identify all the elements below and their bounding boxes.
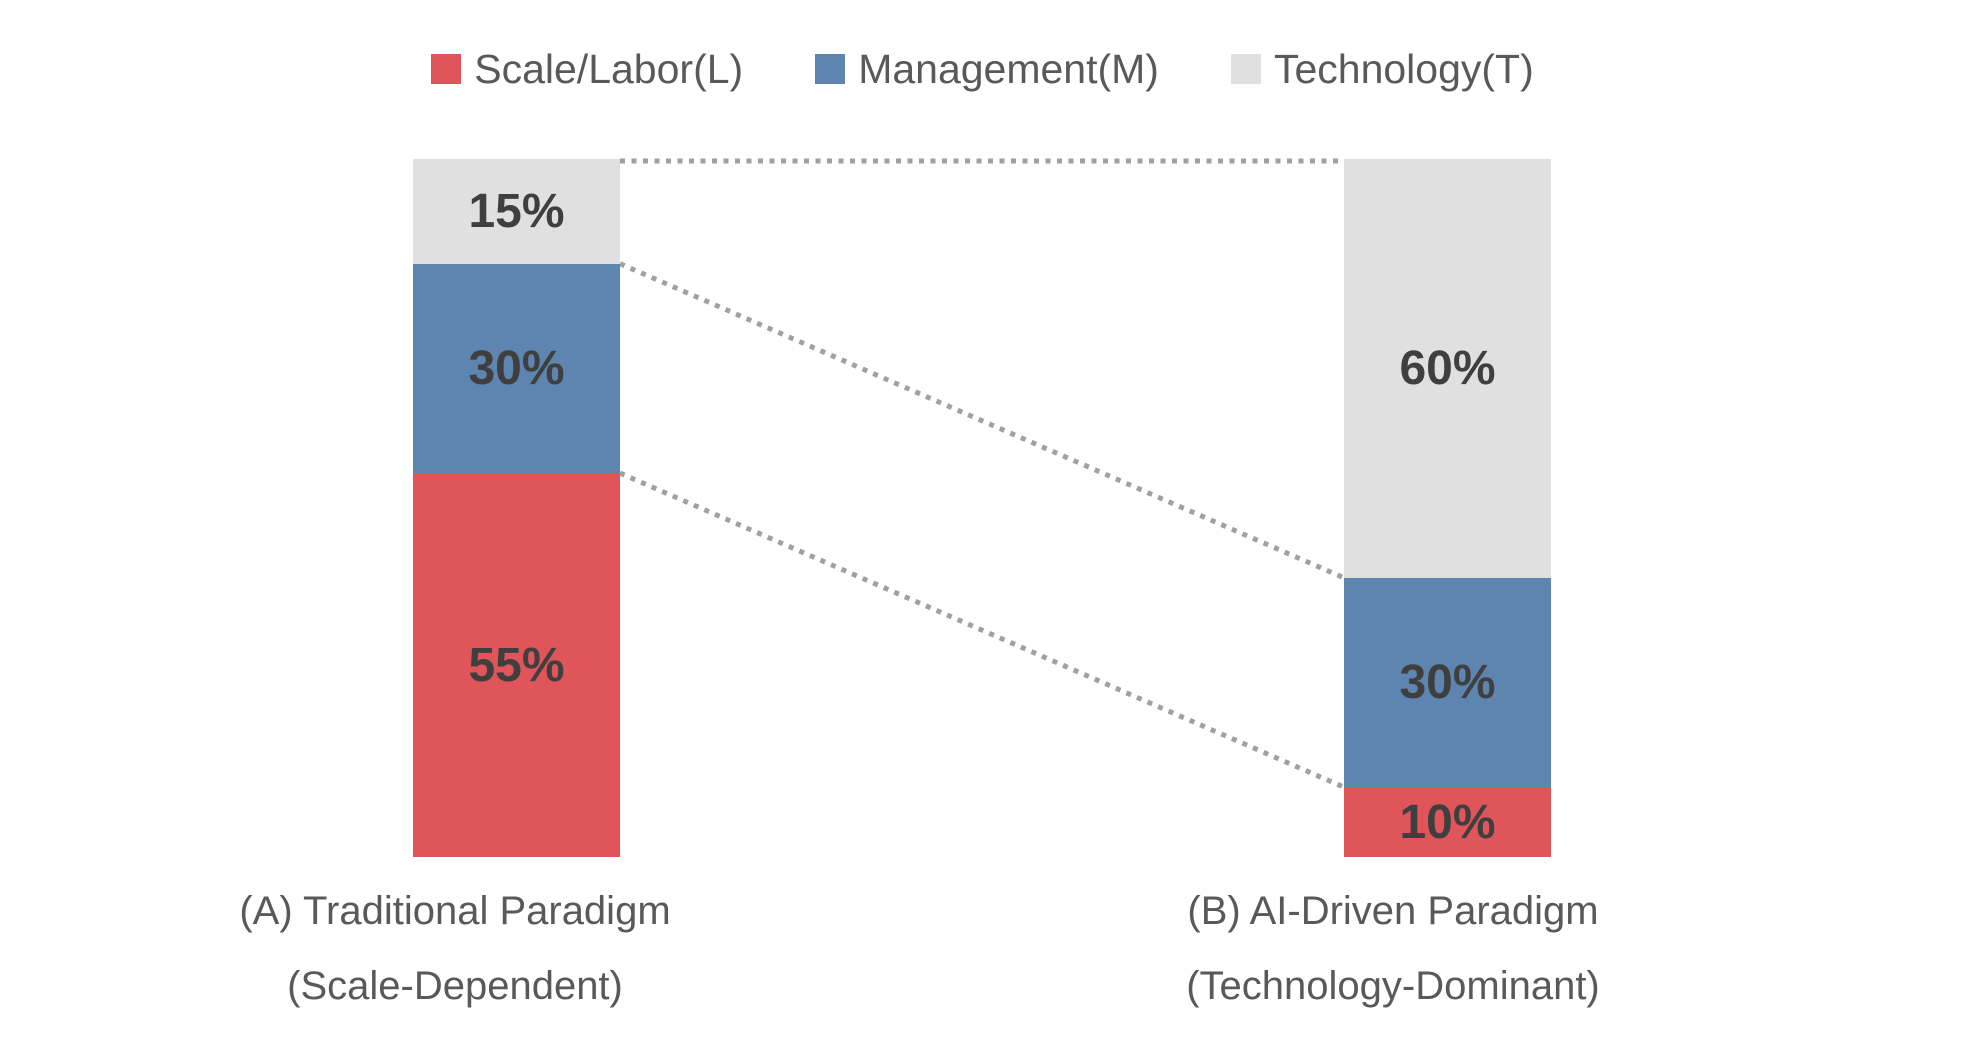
bar-segment-ai-driven-management-m-: 30% — [1344, 577, 1551, 788]
legend-label-management: Management(M) — [858, 45, 1159, 92]
category-label-line2: (Scale-Dependent) — [287, 964, 623, 1008]
legend-label-technology: Technology(T) — [1273, 45, 1534, 92]
legend-item-scale-labor: Scale/Labor(L) — [431, 46, 743, 93]
bar-segment-traditional-scale-labor-l-: 55% — [413, 473, 620, 857]
bar-segment-ai-driven-technology-t-: 60% — [1344, 159, 1551, 578]
category-label-line1: (B) AI-Driven Paradigm — [1187, 889, 1599, 933]
category-label-line1: (A) Traditional Paradigm — [239, 889, 671, 933]
bar-traditional-paradigm: 15% 30% 55% — [413, 159, 620, 857]
legend: Scale/Labor(L) Management(M) Technology(… — [0, 40, 1965, 98]
connector-line-1 — [619, 261, 1345, 581]
segment-value-label: 30% — [468, 341, 565, 395]
legend-item-technology: Technology(T) — [1230, 45, 1534, 93]
category-label-traditional: (A) Traditional Paradigm (Scale-Dependen… — [55, 874, 855, 1024]
segment-value-label: 15% — [468, 184, 565, 238]
segment-value-label: 10% — [1399, 795, 1496, 849]
legend-swatch-gray-icon — [1230, 54, 1261, 84]
category-label-ai-driven: (B) AI-Driven Paradigm (Technology-Domin… — [993, 874, 1793, 1024]
bar-ai-driven-paradigm: 60% 30% 10% — [1344, 159, 1551, 857]
legend-swatch-red-icon — [431, 54, 462, 84]
bar-segment-traditional-management-m-: 30% — [413, 263, 620, 474]
legend-label-scale-labor: Scale/Labor(L) — [474, 45, 744, 92]
bar-segment-ai-driven-scale-labor-l-: 10% — [1344, 787, 1551, 857]
segment-value-label: 60% — [1399, 341, 1496, 395]
legend-item-management: Management(M) — [815, 46, 1159, 93]
category-label-line2: (Technology-Dominant) — [1186, 964, 1600, 1008]
segment-value-label: 55% — [468, 638, 565, 692]
legend-swatch-blue-icon — [815, 54, 846, 84]
connector-line-2 — [619, 470, 1345, 790]
bar-segment-traditional-technology-t-: 15% — [413, 159, 620, 264]
segment-value-label: 30% — [1399, 655, 1496, 709]
